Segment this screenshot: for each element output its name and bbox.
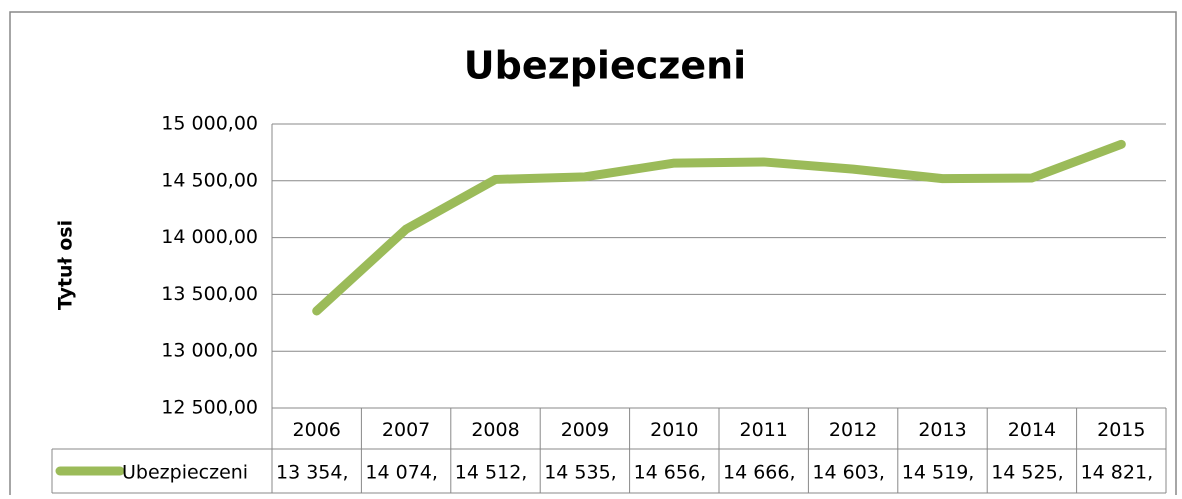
chart-title: Ubezpieczeni [464, 44, 746, 88]
data-table-value: 14 666, [723, 462, 796, 484]
y-tick-label: 13 000,00 [161, 340, 258, 362]
data-table-value: 14 535, [544, 462, 617, 484]
y-tick-label: 12 500,00 [161, 397, 258, 419]
data-table-value: 13 354, [276, 462, 349, 484]
x-tick-label: 2014 [1008, 419, 1056, 441]
legend-label: Ubezpieczeni [122, 462, 248, 484]
data-table-value: 14 519, [902, 462, 975, 484]
data-table-value: 14 525, [991, 462, 1064, 484]
x-tick-label: 2008 [471, 419, 519, 441]
x-tick-label: 2011 [740, 419, 788, 441]
y-tick-label: 14 000,00 [161, 226, 258, 248]
y-axis-title: Tytuł osi [55, 220, 77, 310]
y-tick-label: 14 500,00 [161, 169, 258, 191]
data-table-value: 14 512, [455, 462, 528, 484]
x-tick-label: 2015 [1097, 419, 1145, 441]
chart-border [9, 11, 1177, 499]
data-table-value: 14 074, [365, 462, 438, 484]
data-table-value: 14 821, [1081, 462, 1154, 484]
x-tick-label: 2007 [382, 419, 430, 441]
y-tick-label: 13 500,00 [161, 283, 258, 305]
x-tick-label: 2006 [293, 419, 341, 441]
data-table-value: 14 603, [812, 462, 885, 484]
x-tick-label: 2009 [561, 419, 609, 441]
series-line [312, 139, 1126, 316]
data-table-value: 14 656, [634, 462, 707, 484]
x-tick-label: 2013 [918, 419, 966, 441]
x-tick-label: 2012 [829, 419, 877, 441]
x-tick-label: 2010 [650, 419, 698, 441]
y-tick-label: 15 000,00 [161, 113, 258, 135]
